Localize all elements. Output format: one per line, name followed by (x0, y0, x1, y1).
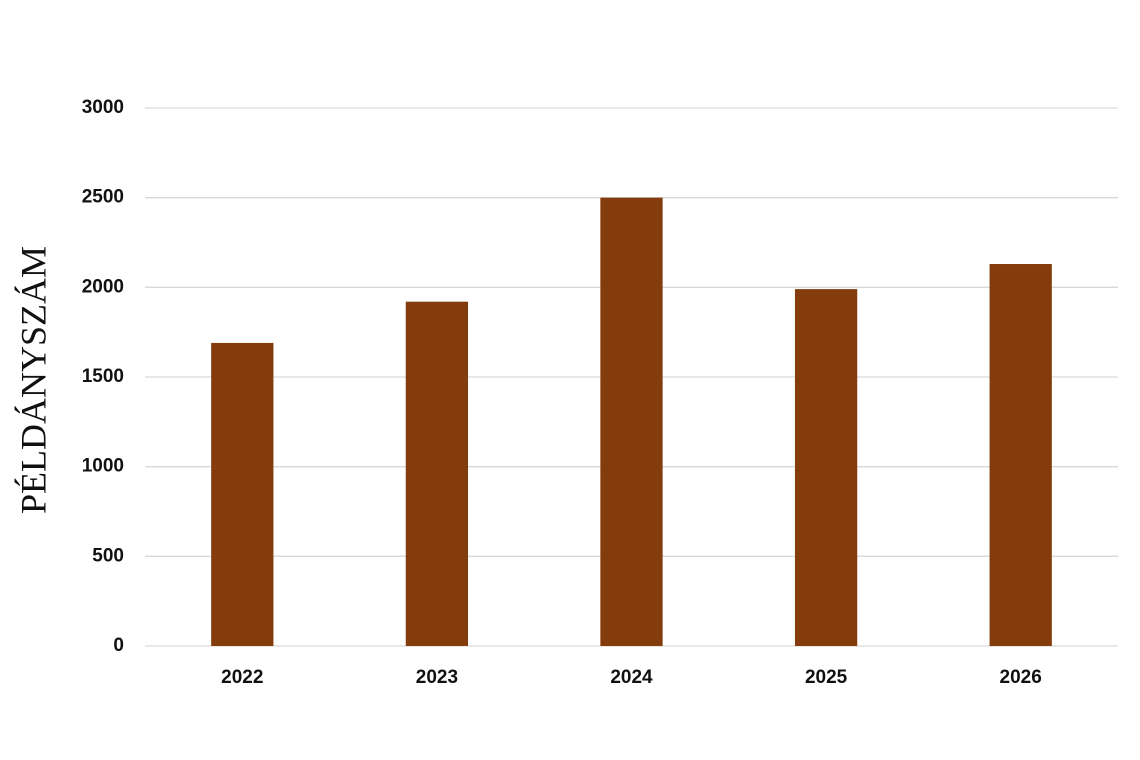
x-tick-label: 2022 (221, 667, 263, 688)
y-tick-label: 1000 (82, 456, 124, 477)
x-tick-label: 2023 (416, 667, 458, 688)
bar (211, 342, 274, 646)
x-tick-label: 2024 (610, 667, 653, 688)
y-tick-label: 2000 (82, 276, 124, 297)
x-tick-label: 2025 (805, 667, 848, 688)
bar (600, 197, 663, 646)
y-axis-label: PÉLDÁNYSZÁM (13, 246, 53, 514)
y-tick-label: 500 (92, 545, 124, 566)
x-tick-label: 2026 (1000, 667, 1042, 688)
y-tick-label: 2500 (82, 187, 124, 208)
y-tick-label: 3000 (82, 97, 124, 118)
y-tick-label: 0 (113, 635, 124, 656)
bar (794, 289, 858, 646)
bar (989, 264, 1052, 646)
bar (405, 301, 469, 646)
y-tick-label: 1500 (82, 366, 124, 387)
